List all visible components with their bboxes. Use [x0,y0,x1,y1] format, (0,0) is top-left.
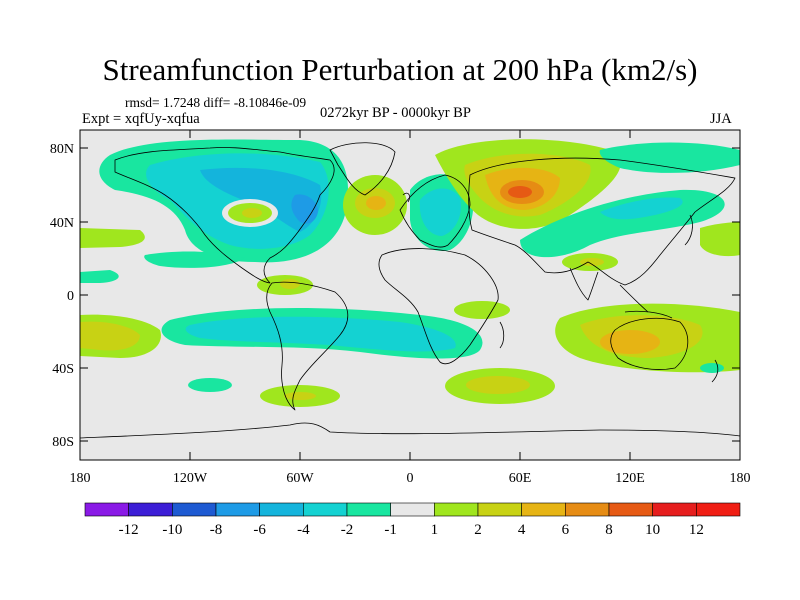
colorbar-swatch [521,502,566,517]
contour-negative-north-america-core [200,167,322,232]
contour-positive-south-pacific-core [80,321,140,351]
contour-positive-north-atlantic-peak [366,196,386,210]
colorbar-label: -2 [341,522,354,538]
contour-negative-southern-ocean [188,378,232,392]
contour-negative-southern-band-core [185,316,456,352]
colorbar-label: 2 [474,522,482,538]
y-tick-label: 80N [50,142,74,157]
contour-negative-central-pacific [80,270,119,283]
colorbar-label: 10 [645,522,660,538]
colorbar-swatch [215,502,260,517]
colorbar-swatch [390,502,435,517]
contour-negative-europe-core [419,188,461,236]
contour-positive-siberia-max [508,186,532,198]
x-tick-label: 180 [70,471,91,486]
season-label: JJA [710,111,732,127]
y-tick-label: 40N [50,216,74,231]
x-tick-label: 60E [509,471,532,486]
colorbar-label: -6 [253,522,266,538]
colorbar-label: -8 [210,522,223,538]
colorbar-swatch [346,502,391,517]
colorbar-swatch [565,502,610,517]
colorbar-swatch [303,502,348,517]
x-tick-label: 180 [730,471,751,486]
contour-positive-north-pacific [700,222,740,257]
colorbar-label: 6 [562,522,570,538]
x-tick-label: 120E [615,471,645,486]
colorbar-label: -12 [119,522,139,538]
y-tick-label: 80S [52,435,74,450]
contour-positive-australia-peak [600,330,660,354]
colorbar-label: -10 [162,522,182,538]
colorbar-label: 4 [518,522,526,538]
experiment-label: Expt = xqfUy-xqfua [82,111,200,127]
contour-negative-subtropical-pacific [144,251,245,268]
colorbar-swatch [259,502,304,517]
contour-positive-great-lakes-peak [242,208,262,218]
colorbar-swatch [84,502,129,517]
colorbar-label: 1 [431,522,439,538]
period-label: 0272kyr BP - 0000kyr BP [320,105,471,121]
colorbar-label: -1 [384,522,397,538]
contour-positive-north-pacific-left [80,228,145,248]
y-tick-label: 0 [67,289,74,304]
coastlines [80,142,740,439]
x-axis: 180 120W 60W 0 60E 120E 180 [70,130,751,486]
colorbar-swatch [434,502,479,517]
contour-negative-arctic [599,142,740,173]
contour-positive-south-america-core [284,392,316,400]
colorbar: -12 -10 -8 -6 -4 -2 -1 1 2 4 6 8 10 12 [84,502,741,538]
colorbar-swatch [172,502,217,517]
colorbar-label: 8 [605,522,613,538]
contour-positive-west-pacific-core [580,258,604,266]
x-tick-label: 120W [173,471,208,486]
contour-positive-central-america-core [280,279,300,289]
contour-negative-north-america-peak [291,194,318,224]
colorbar-swatch [652,502,697,517]
stats-line: rmsd= 1.7248 diff= -8.10846e-09 [125,95,307,110]
contour-negative-new-zealand [700,363,724,373]
colorbar-swatch [477,502,522,517]
contour-fields [80,139,740,439]
contour-positive-south-indian-core [466,376,530,394]
x-tick-label: 60W [286,471,314,486]
colorbar-label: 12 [689,522,704,538]
colorbar-swatch [696,502,741,517]
colorbar-swatch [128,502,173,517]
x-tick-label: 0 [407,471,414,486]
contour-negative-asia-core [600,197,683,220]
map-title: Streamfunction Perturbation at 200 hPa (… [102,52,698,87]
colorbar-swatch [608,502,653,517]
y-axis: 80N 40N 0 40S 80S [50,142,740,450]
y-tick-label: 40S [52,362,74,377]
colorbar-label: -4 [297,522,310,538]
contour-positive-africa [454,301,510,319]
